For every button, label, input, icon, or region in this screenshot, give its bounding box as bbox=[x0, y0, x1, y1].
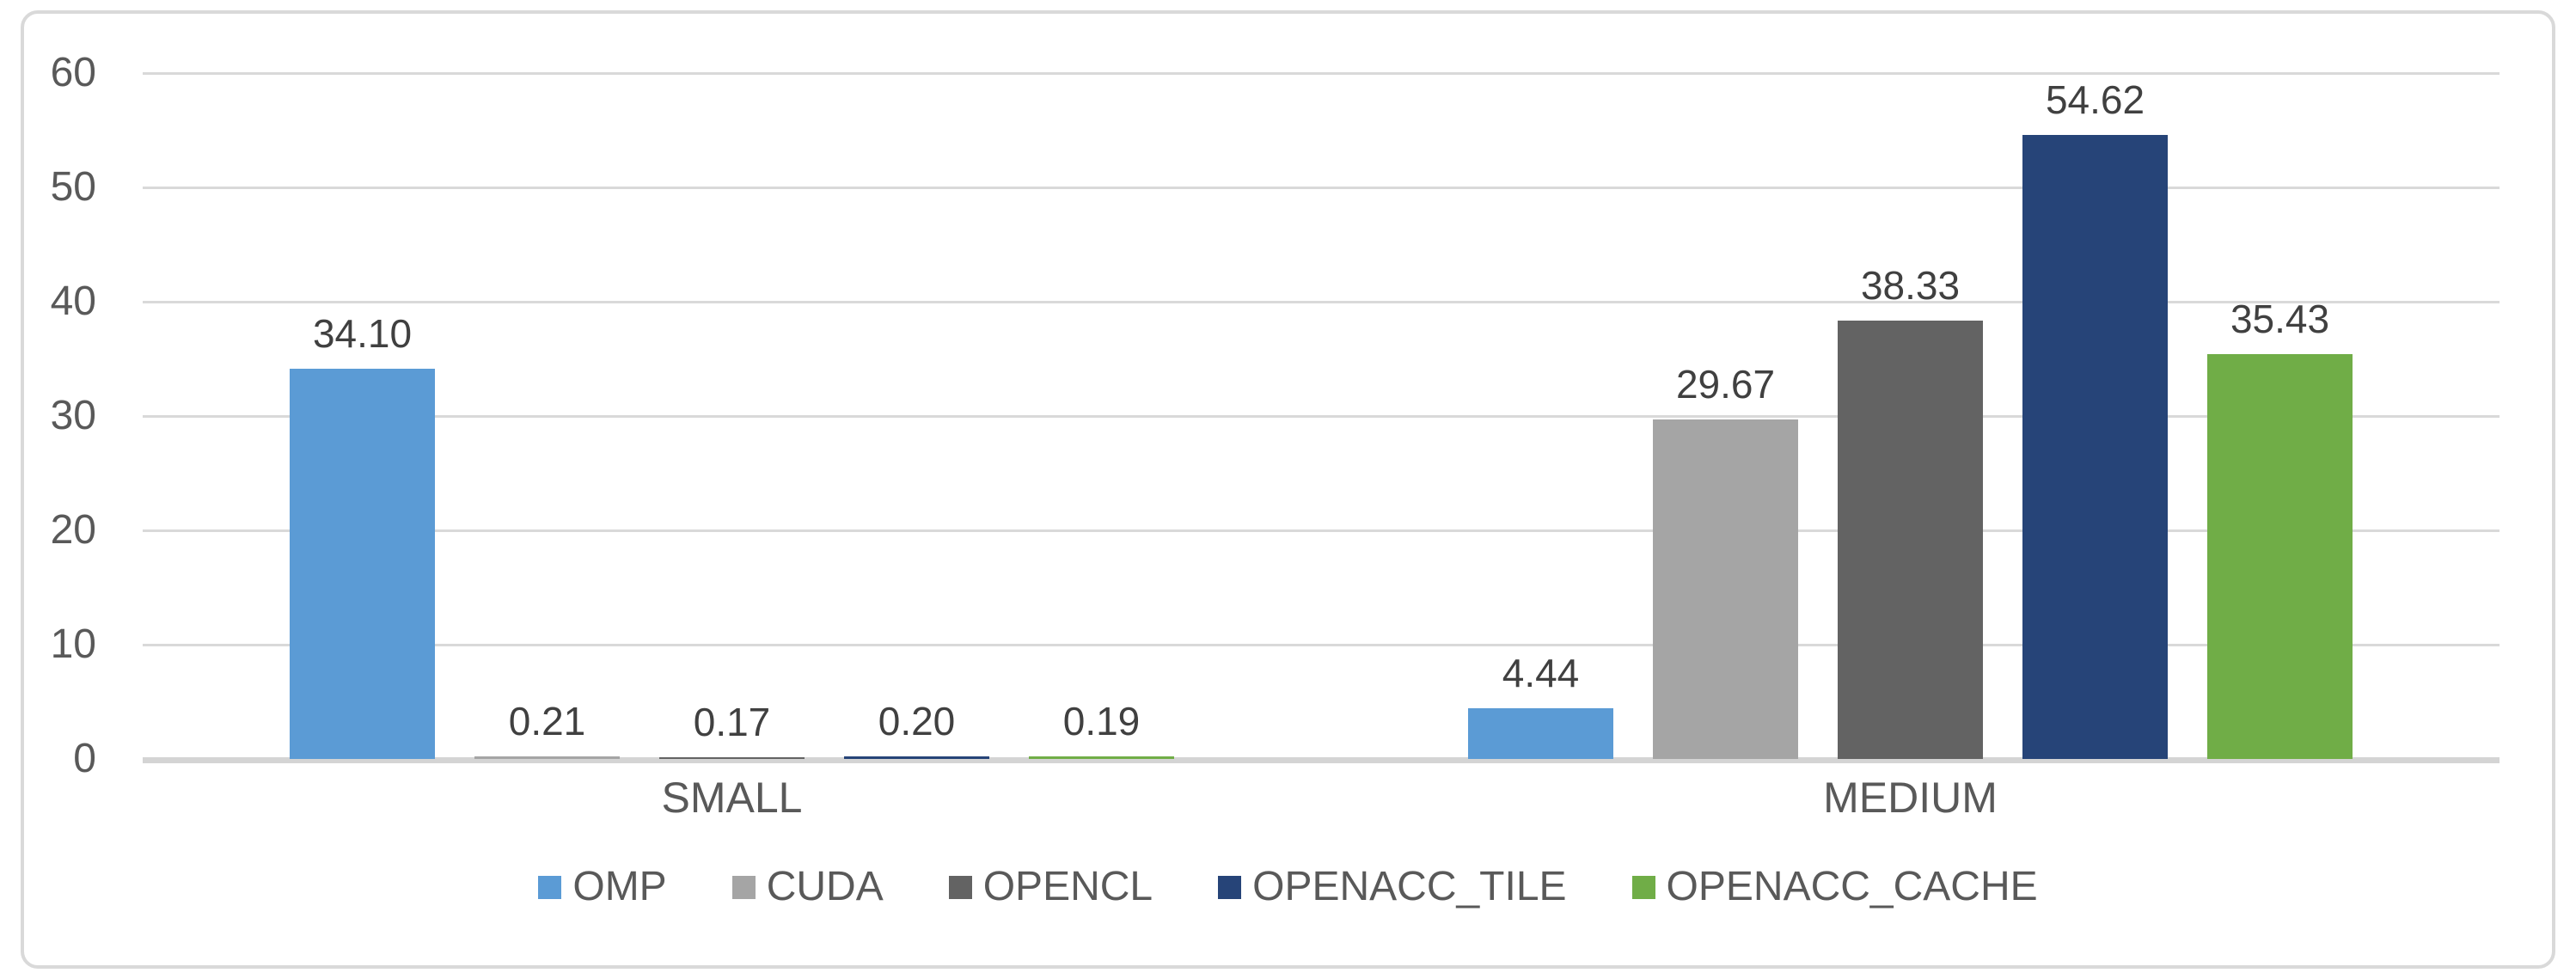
bar-label-medium-omp: 4.44 bbox=[1502, 650, 1580, 695]
legend-swatch-cuda-icon bbox=[731, 875, 756, 899]
legend-item-omp: OMP bbox=[538, 860, 667, 915]
bar-small-openacc-tile bbox=[844, 756, 989, 759]
bar-label-medium-openacc-cache: 35.43 bbox=[2230, 296, 2330, 341]
bar-medium-openacc-tile bbox=[2022, 134, 2168, 759]
bar-medium-opencl bbox=[1838, 321, 1983, 759]
legend-label-openacc-cache: OPENACC_CACHE bbox=[1666, 864, 2038, 909]
y-tick-label-60: 60 bbox=[50, 50, 96, 95]
legend-label-openacc-tile: OPENACC_TILE bbox=[1252, 864, 1567, 909]
x-category-label-medium: MEDIUM bbox=[1823, 774, 1998, 822]
bar-label-small-openacc-cache: 0.19 bbox=[1062, 699, 1141, 744]
bar-small-opencl bbox=[659, 756, 805, 759]
bar-label-medium-opencl: 38.33 bbox=[1860, 263, 1961, 309]
legend-item-opencl: OPENCL bbox=[948, 860, 1153, 915]
x-category-label-small: SMALL bbox=[661, 774, 803, 822]
bar-label-medium-cuda: 29.67 bbox=[1675, 362, 1776, 407]
legend-swatch-opencl-icon bbox=[948, 875, 972, 899]
bar-label-small-opencl: 0.17 bbox=[693, 699, 771, 744]
bar-label-small-omp: 34.10 bbox=[312, 311, 413, 357]
bar-label-small-openacc-tile: 0.20 bbox=[878, 699, 956, 744]
legend-label-cuda: CUDA bbox=[766, 864, 884, 909]
gridline-y-20 bbox=[143, 529, 2500, 532]
bar-label-medium-openacc-tile: 54.62 bbox=[2045, 76, 2145, 122]
y-tick-label-0: 0 bbox=[73, 736, 96, 781]
bar-small-openacc-cache bbox=[1029, 756, 1174, 759]
bar-small-cuda bbox=[474, 756, 620, 759]
x-axis-line bbox=[143, 757, 2500, 763]
legend: OMP CUDA OPENCL OPENACC_TILE OPENACC_CACHE bbox=[0, 860, 2576, 915]
gridline-y-40 bbox=[143, 300, 2500, 303]
bar-small-omp bbox=[290, 369, 435, 759]
bar-medium-omp bbox=[1468, 707, 1613, 759]
gridline-y-60 bbox=[143, 71, 2500, 75]
bar-medium-cuda bbox=[1653, 419, 1798, 759]
legend-label-opencl: OPENCL bbox=[982, 864, 1153, 909]
legend-swatch-omp-icon bbox=[538, 875, 562, 899]
y-tick-label-40: 40 bbox=[50, 278, 96, 324]
y-tick-label-20: 20 bbox=[50, 507, 96, 553]
legend-item-cuda: CUDA bbox=[731, 860, 884, 915]
legend-label-omp: OMP bbox=[572, 864, 667, 909]
bar-label-small-cuda: 0.21 bbox=[508, 699, 586, 744]
bar-medium-openacc-cache bbox=[2207, 353, 2353, 759]
legend-swatch-openacc-cache-icon bbox=[1631, 875, 1655, 899]
gridline-y-10 bbox=[143, 643, 2500, 646]
gridline-y-50 bbox=[143, 186, 2500, 189]
legend-swatch-openacc-tile-icon bbox=[1218, 875, 1242, 899]
y-tick-label-30: 30 bbox=[50, 393, 96, 438]
y-tick-label-50: 50 bbox=[50, 164, 96, 210]
legend-item-openacc-cache: OPENACC_CACHE bbox=[1631, 860, 2038, 915]
y-tick-label-10: 10 bbox=[50, 621, 96, 667]
gridline-y-30 bbox=[143, 414, 2500, 418]
legend-item-openacc-tile: OPENACC_TILE bbox=[1218, 860, 1567, 915]
